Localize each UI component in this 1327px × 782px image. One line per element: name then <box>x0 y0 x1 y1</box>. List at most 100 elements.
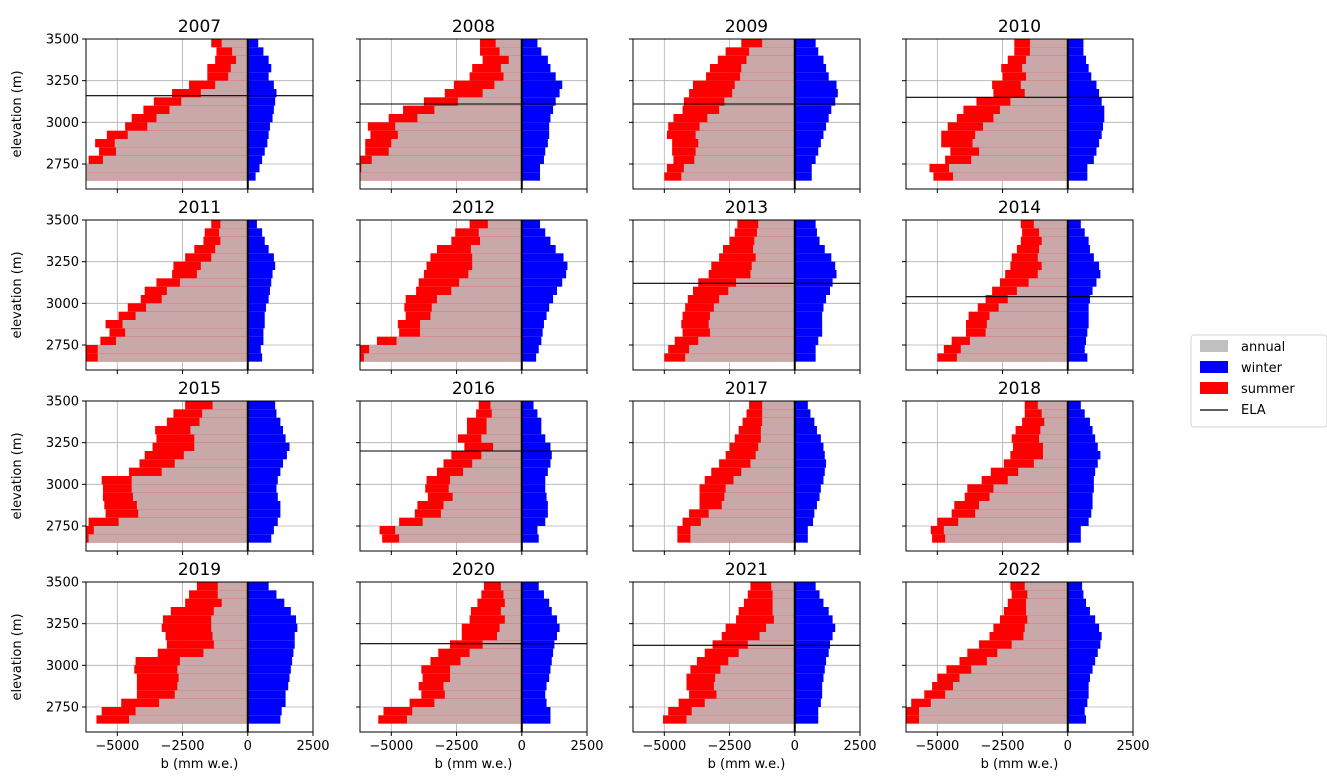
winter-bar <box>521 648 554 657</box>
summer-bar <box>166 640 248 649</box>
winter-bar <box>1067 426 1093 435</box>
annual-bar <box>952 172 1068 181</box>
annual-bar <box>754 236 795 245</box>
annual-bar <box>691 707 795 716</box>
y-tick-label: 2750 <box>46 339 79 354</box>
annual-bar <box>1041 409 1068 418</box>
winter-bar <box>794 501 817 510</box>
summer-bar <box>469 615 522 624</box>
winter-bar <box>1067 607 1090 616</box>
annual-bar <box>500 64 522 73</box>
panel-title: 2011 <box>178 198 221 218</box>
annual-bar <box>136 501 248 510</box>
annual-bar <box>989 492 1068 501</box>
winter-bar <box>1067 261 1100 270</box>
annual-bar <box>116 336 248 345</box>
panel-2010: 2010 <box>902 17 1134 193</box>
summer-bar <box>477 598 522 607</box>
annual-bar <box>452 492 522 501</box>
annual-bar <box>1037 401 1068 410</box>
winter-bar <box>794 55 824 64</box>
annual-bar <box>969 336 1068 345</box>
panels-layer: 2750 3000 3250 3500 2007 elevation (m) 2008 200… <box>10 17 1150 772</box>
winter-bar <box>247 80 274 89</box>
winter-bar <box>521 353 537 362</box>
winter-bar <box>247 501 281 510</box>
bars <box>677 401 827 543</box>
panel-title: 2020 <box>452 560 495 580</box>
winter-bar <box>521 105 554 114</box>
annual-bar <box>443 501 522 510</box>
winter-bar <box>1067 698 1088 707</box>
winter-bar <box>521 80 563 89</box>
panel-title: 2010 <box>998 17 1041 37</box>
winter-bar <box>247 64 272 73</box>
annual-bar <box>985 328 1068 337</box>
annual-bar <box>220 236 248 245</box>
x-tick-label: 0 <box>244 739 252 754</box>
annual-bar <box>1027 590 1068 599</box>
annual-bar <box>1011 640 1068 649</box>
panel-2009: 2009 <box>629 17 861 193</box>
winter-bar <box>247 648 294 657</box>
annual-bar <box>751 261 795 270</box>
summer-bar <box>736 615 795 624</box>
panel-2012: 2012 <box>356 198 588 374</box>
winter-bar <box>1067 311 1089 320</box>
annual-bar <box>504 615 522 624</box>
winter-bar <box>1067 320 1089 329</box>
annual-bar <box>746 55 795 64</box>
winter-bar <box>794 236 820 245</box>
annual-bar <box>1037 270 1068 279</box>
winter-bar <box>1067 114 1105 123</box>
annual-bar <box>508 55 522 64</box>
annual-bar <box>760 434 795 443</box>
winter-bar <box>521 72 556 81</box>
winter-bar <box>1067 147 1097 156</box>
annual-bar <box>211 615 248 624</box>
summer-bar <box>1012 442 1068 451</box>
annual-bar <box>179 278 248 287</box>
annual-bar <box>681 172 795 181</box>
annual-bar <box>97 345 248 354</box>
y-tick-label: 2750 <box>46 701 79 716</box>
annual-bar <box>194 434 248 443</box>
winter-bar <box>247 236 265 245</box>
annual-bar <box>371 155 522 164</box>
y-axis-label: elevation (m) <box>10 613 25 700</box>
winter-bar <box>521 311 547 320</box>
annual-bar <box>1028 278 1068 287</box>
winter-bar <box>247 220 257 229</box>
annual-bar <box>755 451 795 460</box>
axes-frame <box>85 219 314 371</box>
winter-bar <box>794 698 821 707</box>
annual-bar <box>460 657 522 666</box>
annual-bar <box>396 336 522 345</box>
annual-bar <box>690 534 795 543</box>
annual-bar <box>1026 607 1068 616</box>
annual-bar <box>721 501 795 510</box>
winter-bar <box>794 122 827 131</box>
axes-frame <box>905 581 1134 733</box>
legend-annual-label: annual <box>1241 340 1285 355</box>
winter-bar <box>794 278 833 287</box>
annual-bar <box>212 401 248 410</box>
axes-frame <box>905 400 1134 552</box>
axes-frame <box>359 38 588 190</box>
winter-bar <box>1067 97 1102 106</box>
panel-2018: 2018 <box>902 379 1134 555</box>
winter-bar <box>247 295 269 304</box>
winter-bar <box>794 97 836 106</box>
annual-bar <box>695 147 795 156</box>
winter-bar <box>1067 526 1081 535</box>
winter-bar <box>1067 690 1089 699</box>
winter-bar <box>521 459 551 468</box>
annual-bar <box>956 353 1068 362</box>
winter-bar <box>521 615 557 624</box>
annual-bar <box>200 261 248 270</box>
annual-bar <box>395 526 522 535</box>
annual-bar <box>971 665 1068 674</box>
y-tick-label: 3250 <box>46 74 79 89</box>
annual-bar <box>715 673 795 682</box>
panel-2016: 2016 <box>356 379 588 555</box>
